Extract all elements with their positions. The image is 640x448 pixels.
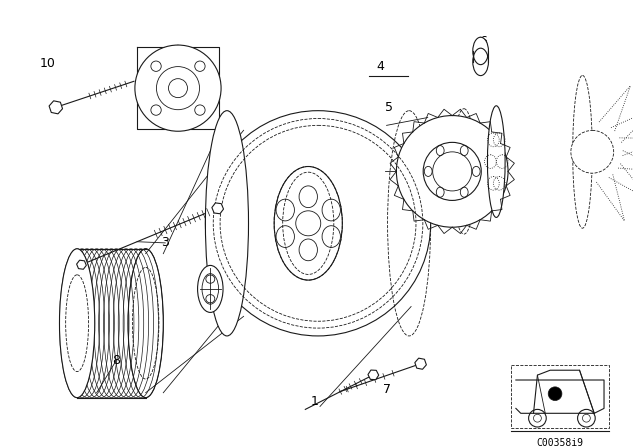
Text: 7: 7	[383, 383, 390, 396]
Text: 1: 1	[311, 395, 319, 408]
Text: 4: 4	[377, 60, 385, 73]
Text: 2: 2	[216, 317, 224, 330]
Text: C00358i9: C00358i9	[536, 438, 584, 448]
Circle shape	[571, 130, 614, 173]
Circle shape	[135, 45, 221, 131]
Ellipse shape	[274, 167, 342, 280]
Text: 10: 10	[40, 57, 56, 70]
Text: 6: 6	[479, 34, 488, 47]
Circle shape	[423, 142, 481, 200]
Text: 3: 3	[161, 237, 169, 250]
Circle shape	[205, 111, 431, 336]
Ellipse shape	[60, 249, 95, 398]
Text: 9: 9	[143, 60, 150, 73]
Ellipse shape	[473, 37, 488, 65]
Ellipse shape	[488, 106, 505, 217]
Circle shape	[396, 116, 508, 227]
Text: 8: 8	[112, 354, 120, 367]
Circle shape	[548, 387, 562, 401]
Text: 5: 5	[385, 101, 392, 114]
Ellipse shape	[198, 265, 223, 312]
Ellipse shape	[128, 249, 163, 398]
Ellipse shape	[205, 111, 248, 336]
